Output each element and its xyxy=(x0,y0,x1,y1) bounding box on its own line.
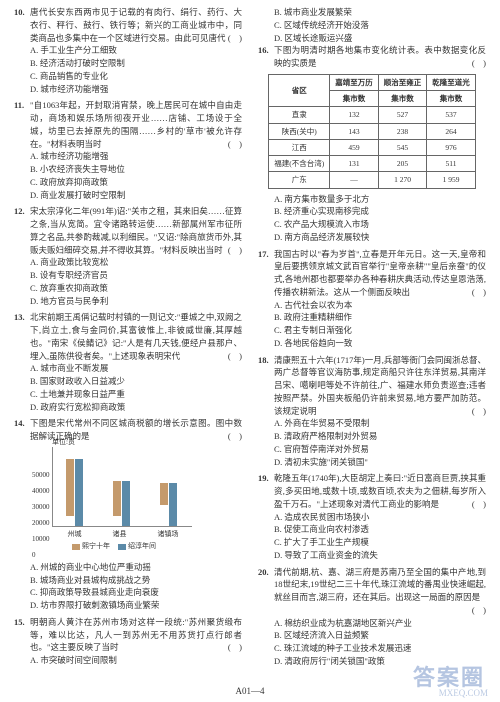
option: A. 手工业生产分工细致 xyxy=(30,44,242,57)
q-num: 12. xyxy=(14,205,30,256)
option: C. 土地兼并现象日益严重 xyxy=(30,388,242,401)
option: C. 政府放弃抑商政策 xyxy=(30,176,242,189)
q-text: 唐代长安东西两市见于记载的有肉行、绢行、药行、大衣行、秤行、鼓行、铁行等；新兴的… xyxy=(30,6,242,44)
option: C. 珠江流域的种子工业技术发展迅速 xyxy=(274,642,486,655)
option: A. 南方集市数量多于北方 xyxy=(274,193,486,206)
option: D. 坊市界限打破刺激镇场商业繁荣 xyxy=(30,599,242,612)
option: D. 导致了工商业资金的流失 xyxy=(274,549,486,562)
question-10: 10.唐代长安东西两市见于记载的有肉行、绢行、药行、大衣行、秤行、鼓行、铁行等；… xyxy=(14,6,242,95)
option: A. 城市商业不断发展 xyxy=(30,362,242,375)
option: B. 政府注重精耕细作 xyxy=(274,311,486,324)
question-19: 19.乾隆五年(1740年),大臣胡定上奏曰:"近日富商巨贾,挟其重资,多买田地… xyxy=(258,472,486,561)
option: D. 城市经济功能增强 xyxy=(30,83,242,96)
option: C. 农产品大规模流入市场 xyxy=(274,218,486,231)
q-num: 17. xyxy=(258,248,274,299)
option: B. 设有专职经济官员 xyxy=(30,269,242,282)
page-footer: A01—4 xyxy=(236,685,265,699)
option: B. 城场商业对县城构成挑战之势 xyxy=(30,574,242,587)
option: C. 商品销售的专业化 xyxy=(30,70,242,83)
option: D. 地方官员与民争利 xyxy=(30,295,242,308)
option: A. 商业政策比较宽松 xyxy=(30,256,242,269)
question-15-continued: B. 城市商业发展繁荣 C. 区域传统经济开始没落 D. 区域长途贩运兴盛 xyxy=(274,6,486,44)
option: B. 小农经济丧失主导地位 xyxy=(30,163,242,176)
q-num: 18. xyxy=(258,354,274,418)
question-11: 11."自1063年起，开封取消宵禁，晚上居民可在城中自由走动，商场和娱乐场所彻… xyxy=(14,99,242,201)
option: D. 区域长途贩运兴盛 xyxy=(274,32,486,45)
option: B. 促使工商业向农村渗透 xyxy=(274,523,486,536)
revenue-chart: 单位:贯 州城诸县诸镇场 熙宁十年绍淳年间 010000200003000040… xyxy=(34,447,194,557)
q-text: 清代前期,杭、嘉、湖三府是苏南乃至全国的集中产地,到18世纪末,19世纪二三十年… xyxy=(274,566,486,617)
option: C. 抑商政策导致县城商业走向衰废 xyxy=(30,586,242,599)
option: B. 清政府严格限制对外贸易 xyxy=(274,430,486,443)
option: A. 城市经济功能增强 xyxy=(30,150,242,163)
option: D. 商业发展打破时空限制 xyxy=(30,189,242,202)
option: B. 区域经济流入日益频繁 xyxy=(274,629,486,642)
q-text: 清康熙五十六年(1717年)一月,兵部等衙门会同闽浙总督、两广总督等官议海防事,… xyxy=(274,354,486,418)
question-15: 15.明朝商人黄汴在苏州市场对这样一段统:"苏州聚货缎布等，难以比达，凡人一到苏… xyxy=(14,616,242,667)
option: C. 放弃重农抑商政策 xyxy=(30,282,242,295)
option: A. 州城的商业中心地位严重动摇 xyxy=(30,561,242,574)
option: B. 经济活动打破时空限制 xyxy=(30,57,242,70)
option: A. 棉纺织业成为杭嘉湖地区新兴产业 xyxy=(274,617,486,630)
question-13: 13.北宋前期王禹偁记载时村镇的一则记文:"垂城之中,双阙之下,尚立土,食与金同… xyxy=(14,311,242,413)
question-12: 12.宋太宗淳化二年(991年)诏:"关市之租，其来旧矣……征算之条,当从宽简。… xyxy=(14,205,242,307)
q-num: 16. xyxy=(258,44,274,70)
q-num: 10. xyxy=(14,6,30,44)
option: B. 城市商业发展繁荣 xyxy=(274,6,486,19)
option: C. 君主专制日渐强化 xyxy=(274,324,486,337)
q-num: 19. xyxy=(258,472,274,510)
option: D. 各地民俗趋向一致 xyxy=(274,337,486,350)
option: D. 南方商品经济发展较快 xyxy=(274,231,486,244)
option: A. 外商在华贸易不受限制 xyxy=(274,417,486,430)
q-num: 20. xyxy=(258,566,274,617)
q-num: 14. xyxy=(14,417,30,443)
q-text: 明朝商人黄汴在苏州市场对这样一段统:"苏州聚货缎布等，难以比达，凡人一到苏州无不… xyxy=(30,616,242,654)
option: A. 造成农民贫困市场狭小 xyxy=(274,511,486,524)
q-text: 下图为明清时期各地集市变化统计表。表中数据变化反映的实质是( ) xyxy=(274,44,486,70)
question-14: 14.下图是宋代常州不同区城商税额的增长示意图。图中数据解读正确的是( ) 单位… xyxy=(14,417,242,612)
q-num: 13. xyxy=(14,311,30,362)
option: B. 国家财政收入日益减少 xyxy=(30,375,242,388)
question-20: 20.清代前期,杭、嘉、湖三府是苏南乃至全国的集中产地,到18世纪末,19世纪二… xyxy=(258,566,486,668)
option: B. 经济重心实现南移完成 xyxy=(274,205,486,218)
market-table: 省区嘉靖至万历顺治至雍正乾隆至道光集市数集市数集市数直隶132527537陕西(… xyxy=(268,74,476,189)
chart-unit: 单位:贯 xyxy=(52,437,75,448)
option: A. 市突破时间空间限制 xyxy=(30,654,242,667)
q-num: 15. xyxy=(14,616,30,654)
option: D. 清初未实施"闭关锁国" xyxy=(274,456,486,469)
question-16: 16.下图为明清时期各地集市变化统计表。表中数据变化反映的实质是( ) 省区嘉靖… xyxy=(258,44,486,243)
q-text: 我国古时以"春为岁首",立春是开年元日。这一天,皇帝和皇后要携领京城文武百官举行… xyxy=(274,248,486,299)
q-text: 宋太宗淳化二年(991年)诏:"关市之租，其来旧矣……征算之条,当从宽简。宜令诸… xyxy=(30,205,242,256)
option: C. 官府暂停南洋对外贸易 xyxy=(274,443,486,456)
q-text: 乾隆五年(1740年),大臣胡定上奏曰:"近日富商巨贾,挟其重资,多买田地,或数… xyxy=(274,472,486,510)
watermark-sub: MXEQ.COM xyxy=(439,687,488,701)
q-text: "自1063年起，开封取消宵禁，晚上居民可在城中自由走动，商场和娱乐场所彻夜开业… xyxy=(30,99,242,150)
question-17: 17.我国古时以"春为岁首",立春是开年元日。这一天,皇帝和皇后要携领京城文武百… xyxy=(258,248,486,350)
option: A. 古代社会以农为本 xyxy=(274,299,486,312)
q-text: 北宋前期王禹偁记载时村镇的一则记文:"垂城之中,双阙之下,尚立土,食与金同价,其… xyxy=(30,311,242,362)
option: C. 区域传统经济开始没落 xyxy=(274,19,486,32)
question-18: 18.清康熙五十六年(1717年)一月,兵部等衙门会同闽浙总督、两广总督等官议海… xyxy=(258,354,486,469)
option: D. 清政府厉行"闭关锁国"政策 xyxy=(274,655,486,668)
q-num: 11. xyxy=(14,99,30,150)
option: C. 扩大了手工业生产规模 xyxy=(274,536,486,549)
option: D. 政府实行宽松抑商政策 xyxy=(30,401,242,414)
